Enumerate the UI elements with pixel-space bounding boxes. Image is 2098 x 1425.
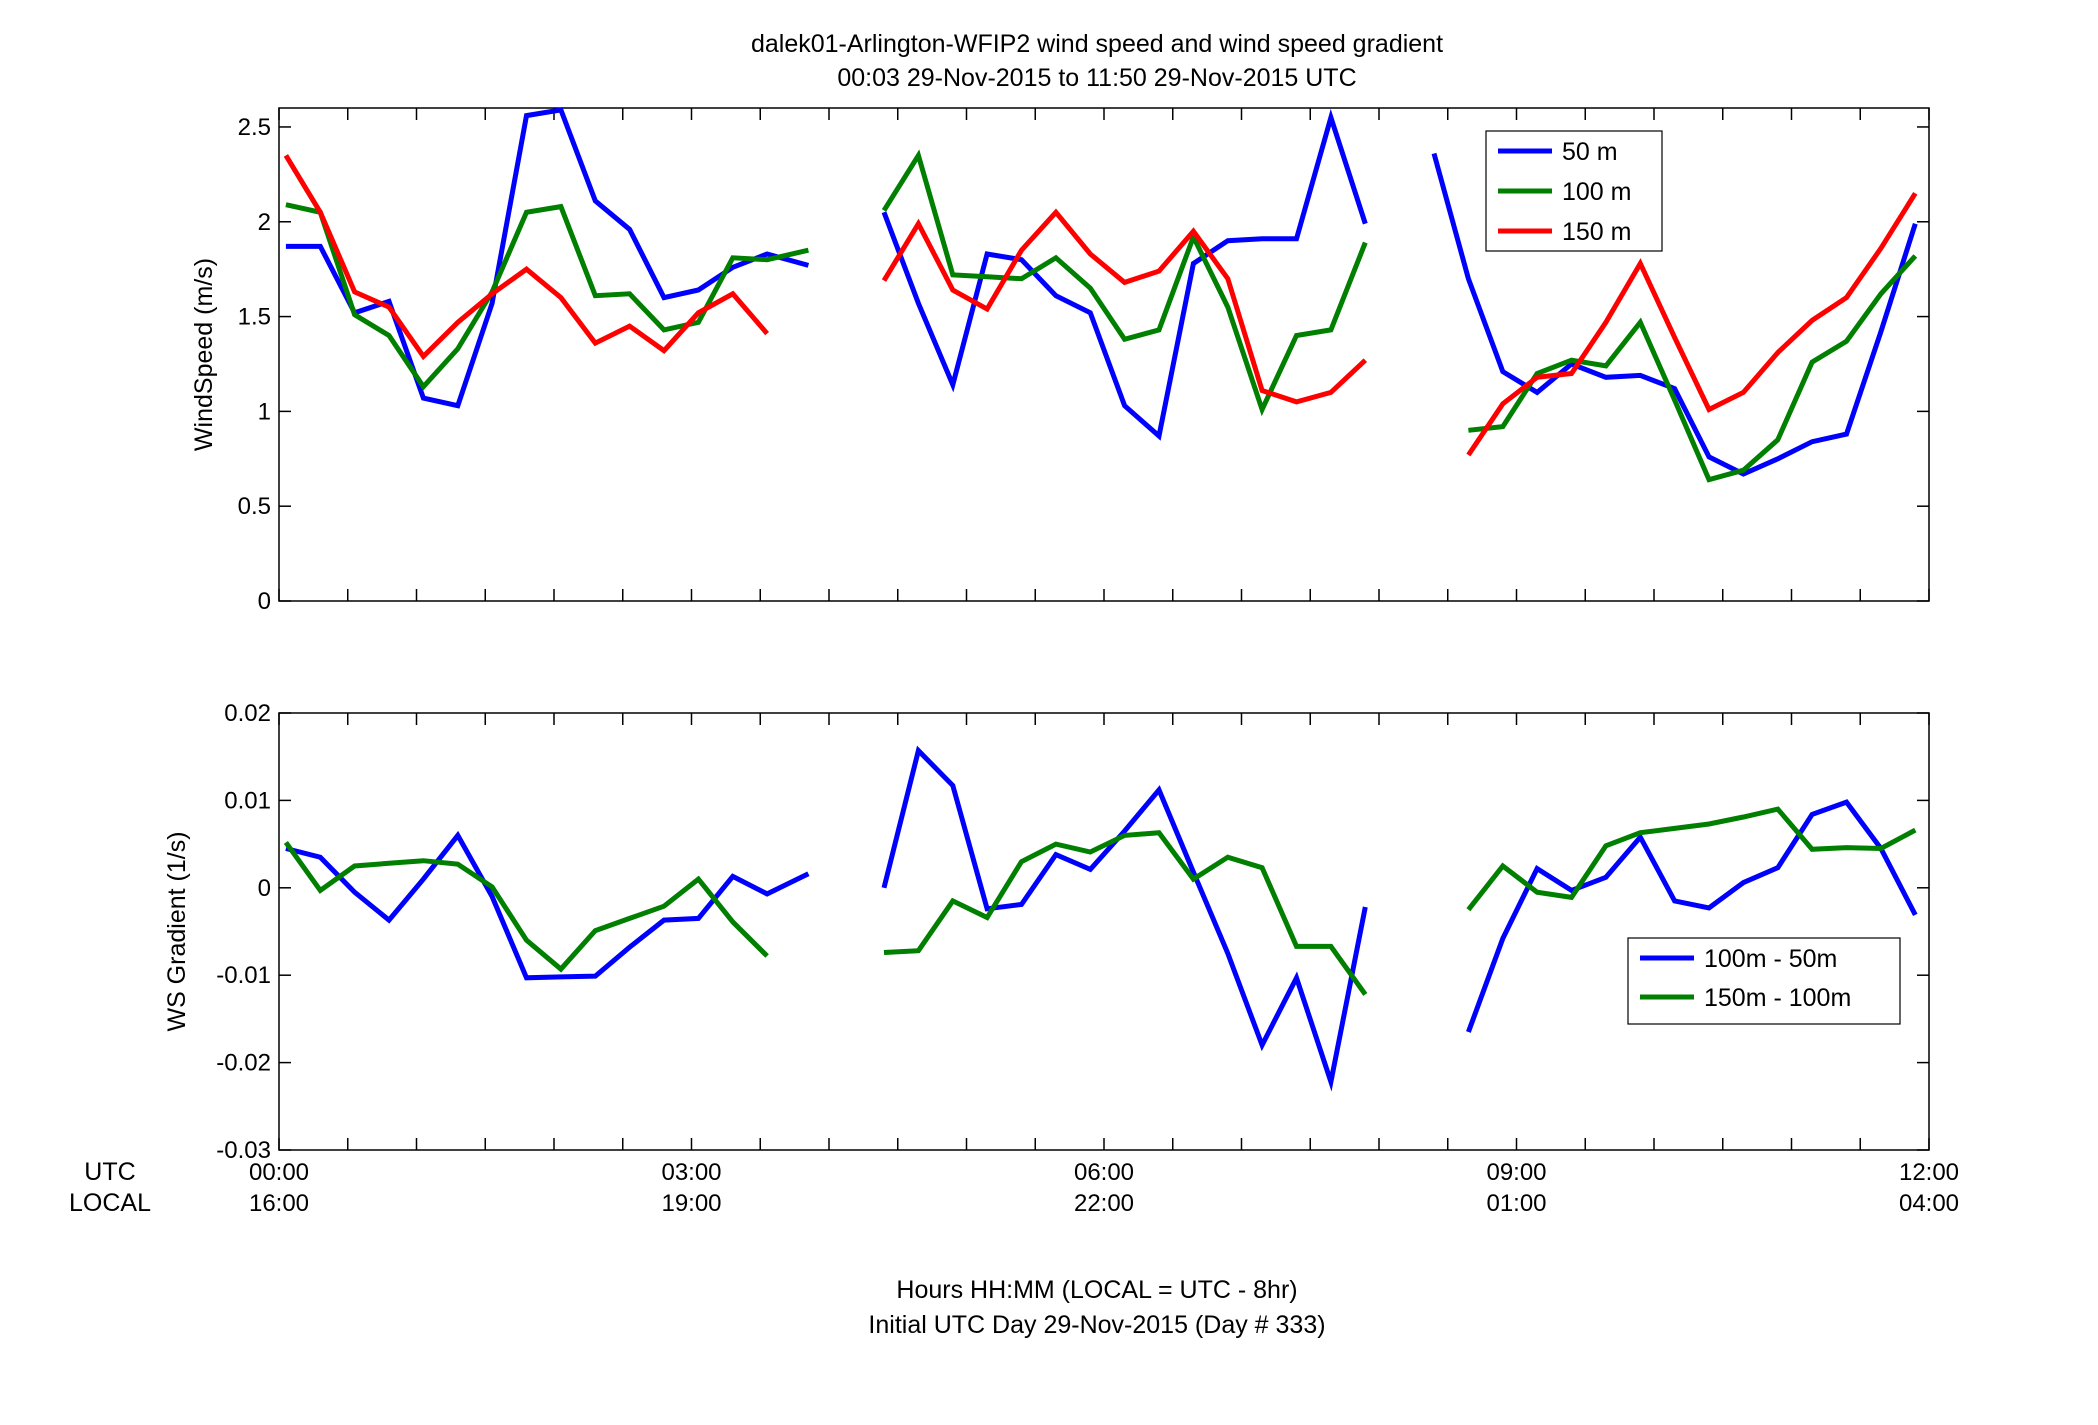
- series-line: [883, 830, 1368, 996]
- utc-row-label: UTC: [84, 1158, 135, 1186]
- y-tick-label: -0.02: [216, 1050, 271, 1077]
- series-100m-50m: [285, 745, 1918, 1092]
- series-line: [1468, 254, 1918, 483]
- series-line: [283, 154, 769, 361]
- series-line: [881, 745, 1368, 1092]
- gradient-panel: -0.03 -0.02 -0.01 0 0.01 0.02 WS Gradient (1/s…: [163, 700, 1930, 1164]
- x-tick-label-local: 04:00: [1899, 1190, 1959, 1217]
- series-line: [881, 149, 1368, 417]
- series-line: [1466, 191, 1918, 457]
- x-tick-label-utc: 03:00: [661, 1159, 721, 1186]
- x-tick-label-local: 16:00: [249, 1190, 309, 1217]
- x-tick-label-utc: 09:00: [1486, 1159, 1546, 1186]
- x-axis-label-day: Initial UTC Day 29-Nov-2015 (Day # 333): [868, 1311, 1325, 1339]
- local-row-label: LOCAL: [69, 1189, 151, 1217]
- x-axis-label: Hours HH:MM (LOCAL = UTC - 8hr): [896, 1276, 1297, 1304]
- legend-box: [1627, 937, 1901, 1025]
- series-line: [283, 840, 769, 973]
- y-tick-label: 0.02: [224, 700, 271, 727]
- y-tick-label: 0: [258, 588, 271, 615]
- x-tick-label-local: 19:00: [661, 1190, 721, 1217]
- y-tick-label: -0.03: [216, 1137, 271, 1164]
- legend-entry: 50 m: [1562, 138, 1618, 166]
- legend-entry: 100 m: [1562, 178, 1631, 206]
- x-tick-label-utc: 06:00: [1074, 1159, 1134, 1186]
- series-100-m: [285, 149, 1918, 483]
- series-line: [881, 108, 1368, 441]
- y-axis-label: WS Gradient (1/s): [163, 831, 191, 1031]
- legend-entry: 100m - 50m: [1704, 945, 1837, 973]
- axes-box: [278, 712, 1930, 1151]
- y-tick-label: 1.5: [238, 304, 271, 331]
- y-tick-label: 1: [258, 398, 271, 425]
- y-tick-label: -0.01: [216, 962, 271, 989]
- y-axis-label: WindSpeed (m/s): [190, 258, 218, 451]
- series-line: [881, 208, 1368, 405]
- series-line: [1431, 152, 1918, 477]
- series-line: [285, 202, 809, 391]
- series-line: [1466, 806, 1917, 912]
- y-tick-label: 2: [258, 209, 271, 236]
- chart-title: dalek01-Arlington-WFIP2 wind speed and w…: [751, 30, 1443, 58]
- windspeed-panel: 0 0.5 1 1.5 2 2.5 WindSpeed (m/s) 50 m 100 m 150 …: [190, 107, 1930, 615]
- y-tick-label: 0.01: [224, 787, 271, 814]
- legend: 100m - 50m 150m - 100m: [1627, 937, 1901, 1025]
- legend-entry: 150m - 100m: [1704, 984, 1851, 1012]
- x-tick-label-local: 22:00: [1074, 1190, 1134, 1217]
- y-tick-label: 0.5: [238, 493, 271, 520]
- series-line: [285, 107, 810, 409]
- y-tick-label: 2.5: [238, 114, 271, 141]
- series-line: [1466, 799, 1918, 1033]
- chart-subtitle: 00:03 29-Nov-2015 to 11:50 29-Nov-2015 U…: [837, 64, 1356, 92]
- series-150m-100m: [283, 806, 1917, 996]
- x-tick-label-local: 01:00: [1486, 1190, 1546, 1217]
- x-tick-label-utc: 12:00: [1899, 1159, 1959, 1186]
- x-tick-label-utc: 00:00: [249, 1159, 309, 1186]
- y-tick-label: 0: [258, 875, 271, 902]
- legend-entry: 150 m: [1562, 218, 1631, 246]
- x-tick-labels: 00:00 16:00 03:00 19:00 06:00 22:00 09:00 01:00…: [249, 1159, 1959, 1217]
- series-150-m: [283, 154, 1918, 457]
- legend: 50 m 100 m 150 m: [1485, 130, 1663, 252]
- series-50-m: [285, 107, 1918, 477]
